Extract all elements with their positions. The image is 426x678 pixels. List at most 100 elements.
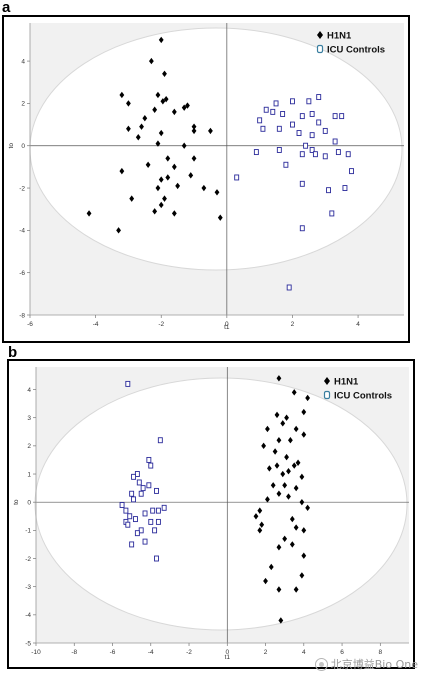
icu-control-point (133, 516, 138, 523)
icu-control-point (154, 487, 159, 494)
x-tick-label: -2 (186, 649, 192, 656)
icu-control-point (276, 147, 282, 153)
x-tick-label: 0 (225, 649, 229, 656)
h1n1-point (162, 70, 167, 77)
icu-control-point (339, 113, 345, 120)
h1n1-point (129, 195, 135, 202)
icu-control-point (148, 462, 154, 469)
y-tick-label: 4 (27, 387, 31, 394)
icu-control-point (253, 149, 259, 156)
icu-control-point (140, 485, 146, 492)
icu-control-point (234, 174, 240, 181)
icu-control-point (299, 151, 305, 158)
legend-label-icu-controls: ICU Controls (334, 391, 392, 402)
h1n1-point (280, 420, 286, 427)
y-axis-label: to (13, 499, 20, 505)
y-tick-label: -2 (25, 556, 31, 563)
legend-marker-icu-controls (323, 390, 331, 400)
h1n1-point (86, 210, 92, 217)
icu-control-point (299, 225, 305, 232)
h1n1-point (305, 394, 311, 402)
legend-label-icu-controls: ICU Controls (327, 45, 385, 56)
y-tick-label: 2 (27, 443, 31, 450)
x-tick-label: 4 (302, 649, 306, 656)
icu-control-point (316, 94, 322, 101)
h1n1-point (293, 425, 299, 433)
icu-control-point (155, 507, 161, 514)
h1n1-point (191, 155, 197, 162)
h1n1-point (145, 161, 151, 168)
h1n1-point (291, 389, 297, 396)
icu-control-point (257, 117, 263, 124)
h1n1-point (305, 504, 311, 512)
icu-control-point (146, 482, 152, 489)
panel-a-letter: a (2, 0, 11, 16)
h1n1-point (261, 442, 267, 450)
icu-control-point (342, 185, 348, 191)
h1n1-point (299, 473, 305, 481)
h1n1-point (191, 123, 197, 130)
wechat-icon (314, 657, 328, 671)
h1n1-point (158, 129, 164, 137)
h1n1-point (274, 462, 280, 469)
icu-control-point (290, 121, 295, 128)
icu-control-point (157, 437, 163, 444)
h1n1-point (158, 201, 164, 209)
h1n1-point (171, 108, 177, 116)
x-tick-label: 2 (264, 649, 268, 656)
icu-control-point (131, 496, 137, 503)
h1n1-point (301, 431, 307, 438)
h1n1-point (171, 163, 177, 171)
h1n1-point (299, 498, 305, 506)
h1n1-point (181, 142, 187, 149)
h1n1-point (284, 453, 289, 461)
h1n1-point (175, 182, 181, 190)
h1n1-point (270, 482, 276, 489)
h1n1-point (276, 375, 282, 382)
icu-control-point (129, 490, 135, 497)
h1n1-point (286, 468, 291, 475)
icu-control-point (290, 98, 295, 105)
icu-control-point (142, 510, 148, 517)
h1n1-point (282, 482, 288, 489)
y-tick-label: 0 (21, 143, 25, 150)
h1n1-point (272, 448, 278, 455)
y-tick-label: -4 (19, 228, 25, 235)
y-tick-label: -1 (25, 528, 31, 535)
h1n1-point (265, 425, 270, 433)
y-tick-label: -3 (25, 584, 31, 591)
icu-control-point (127, 513, 133, 520)
y-tick-label: 4 (21, 58, 25, 65)
icu-control-point (131, 473, 137, 480)
h1n1-point (119, 91, 125, 99)
icu-control-point (283, 161, 289, 168)
x-tick-label: 2 (291, 321, 295, 328)
icu-control-point (273, 100, 279, 107)
hotelling-ellipse (29, 27, 403, 271)
icu-control-point (309, 147, 315, 153)
h1n1-point (158, 176, 164, 183)
icu-control-point (155, 518, 161, 525)
watermark-text: 北京博益Bio One (330, 658, 418, 671)
icu-control-point (134, 530, 140, 537)
h1n1-point (160, 98, 166, 105)
icu-control-point (260, 125, 266, 132)
h1n1-point (188, 172, 194, 179)
icu-control-point (296, 130, 302, 136)
y-tick-label: -2 (19, 185, 25, 192)
icu-control-point (276, 125, 282, 132)
h1n1-point (276, 437, 282, 444)
icu-control-point (125, 521, 131, 528)
icu-control-point (136, 479, 142, 486)
icu-control-point (326, 187, 331, 194)
icu-control-point (332, 138, 338, 145)
h1n1-point (162, 195, 167, 202)
icu-control-point (138, 490, 144, 497)
h1n1-point (201, 184, 207, 192)
icu-control-point (299, 180, 305, 187)
hotelling-ellipse (34, 377, 408, 631)
y-tick-label: 0 (27, 499, 31, 506)
y-tick-label: -8 (19, 312, 25, 319)
x-tick-label: -2 (158, 321, 164, 328)
